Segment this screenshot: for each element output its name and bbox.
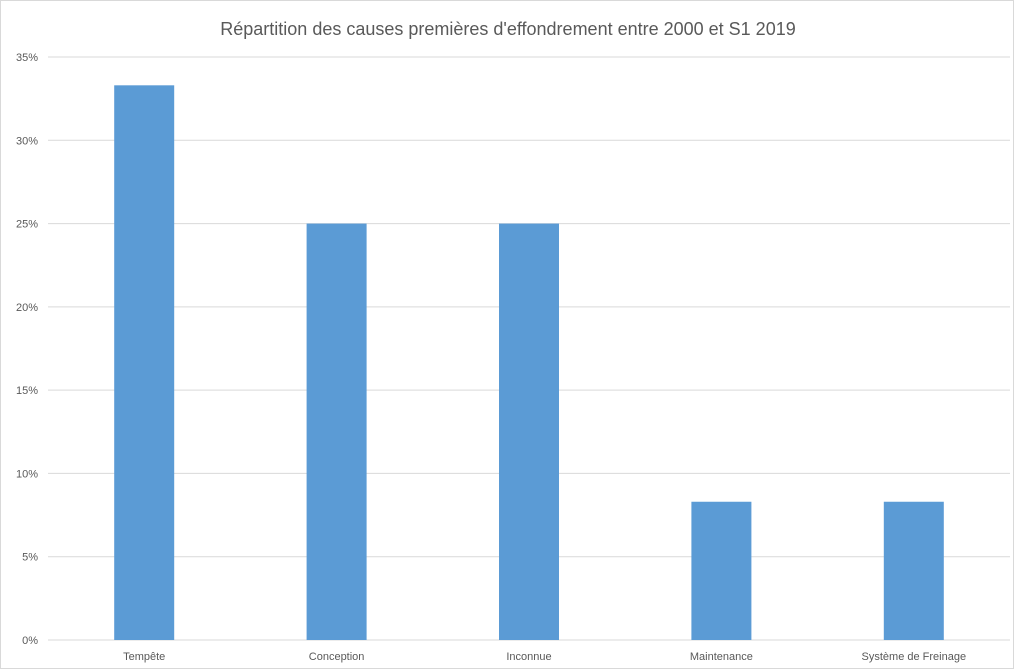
chart-title: Répartition des causes premières d'effon… [220,19,796,39]
bar-temp-te [114,85,175,641]
bars [114,85,944,641]
bar-conception [306,223,367,641]
y-tick-label: 35% [16,52,38,64]
bar-inconnue [499,223,559,641]
y-tick-label: 15% [16,385,38,397]
bar-maintenance [691,501,752,640]
y-axis-labels: 0% 5% 10% 15% 20% 25% 30% 35% [16,52,38,647]
x-axis-labels: Tempête Conception Inconnue Maintenance Syst… [123,651,966,663]
x-tick-label: Tempête [123,651,165,663]
y-tick-label: 20% [16,302,38,314]
x-tick-label: Maintenance [690,651,753,663]
y-tick-label: 5% [22,552,38,564]
x-tick-label: Conception [309,651,365,663]
y-tick-label: 0% [22,635,38,647]
x-tick-label: Inconnue [506,651,551,663]
y-tick-label: 30% [16,135,38,147]
y-tick-label: 25% [16,219,38,231]
bar-syst-me-de-freinage [883,501,944,640]
x-tick-label: Système de Freinage [862,651,967,663]
y-tick-label: 10% [16,468,38,480]
